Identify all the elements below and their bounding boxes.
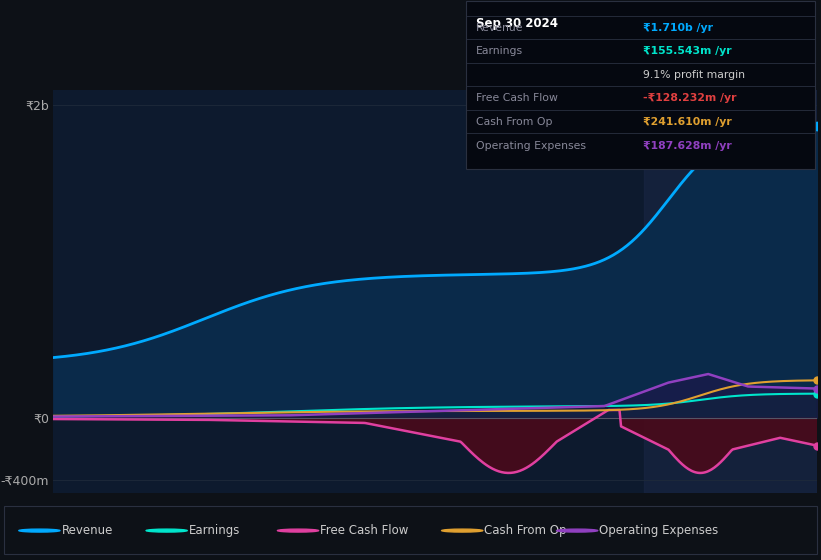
- Text: Cash From Op: Cash From Op: [484, 524, 566, 537]
- Text: Operating Expenses: Operating Expenses: [476, 141, 586, 151]
- Text: -₹128.232m /yr: -₹128.232m /yr: [643, 94, 736, 104]
- Text: Free Cash Flow: Free Cash Flow: [476, 94, 558, 104]
- Circle shape: [277, 529, 319, 532]
- Text: 9.1% profit margin: 9.1% profit margin: [643, 70, 745, 80]
- Text: Revenue: Revenue: [62, 524, 113, 537]
- Text: Revenue: Revenue: [476, 23, 524, 33]
- Text: Operating Expenses: Operating Expenses: [599, 524, 718, 537]
- Text: ₹155.543m /yr: ₹155.543m /yr: [643, 46, 732, 57]
- Text: Free Cash Flow: Free Cash Flow: [320, 524, 409, 537]
- Text: ₹241.610m /yr: ₹241.610m /yr: [643, 117, 732, 127]
- Text: Earnings: Earnings: [476, 46, 523, 57]
- Circle shape: [146, 529, 187, 532]
- Circle shape: [19, 529, 60, 532]
- Text: ₹1.710b /yr: ₹1.710b /yr: [643, 23, 713, 33]
- Bar: [644, 90, 817, 493]
- Text: Cash From Op: Cash From Op: [476, 117, 553, 127]
- Circle shape: [557, 529, 598, 532]
- Circle shape: [442, 529, 483, 532]
- Text: Sep 30 2024: Sep 30 2024: [476, 17, 558, 30]
- Text: Earnings: Earnings: [189, 524, 241, 537]
- Text: ₹187.628m /yr: ₹187.628m /yr: [643, 141, 732, 151]
